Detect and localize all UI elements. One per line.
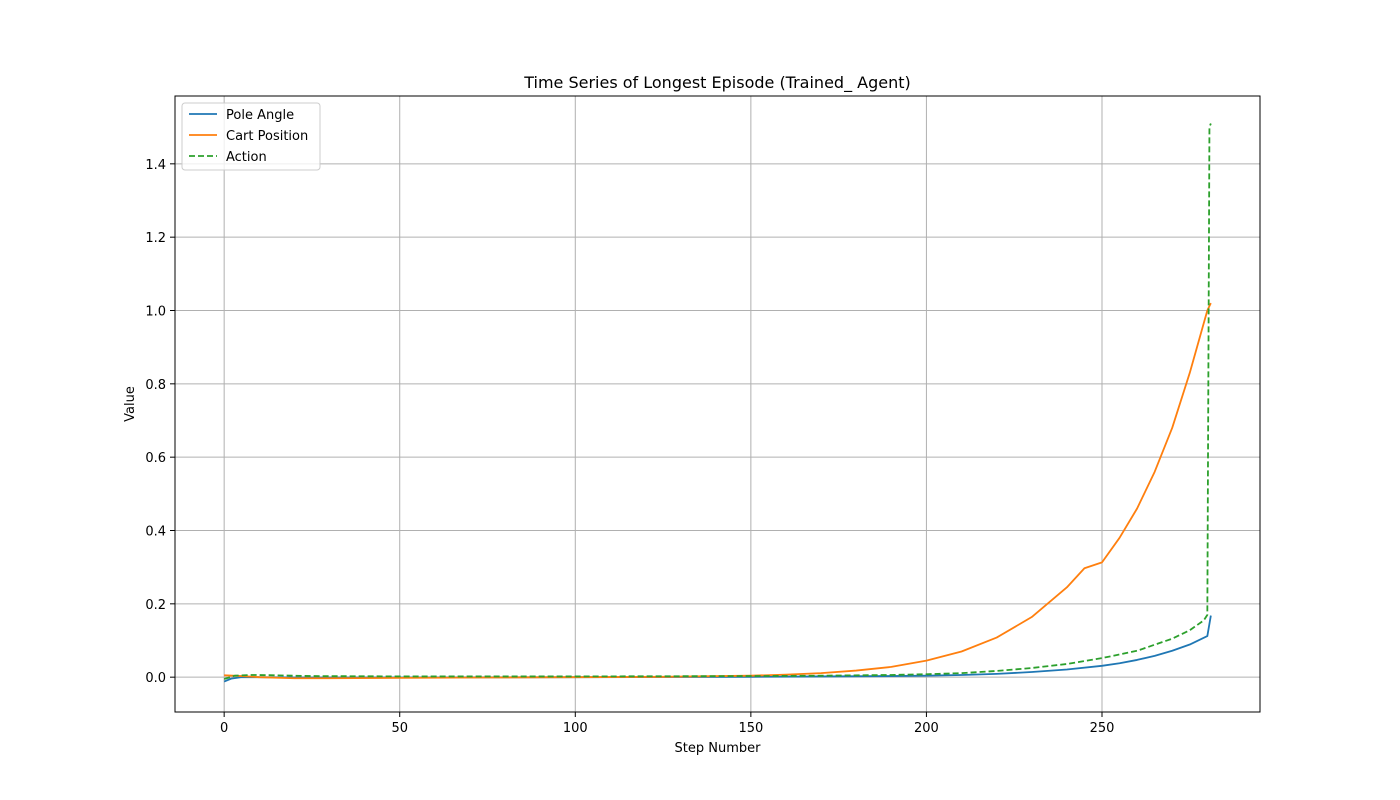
x-tick-label: 150 xyxy=(738,721,763,736)
y-axis-title: Value xyxy=(123,386,138,422)
chart-title: Time Series of Longest Episode (Trained_… xyxy=(523,73,911,93)
x-axis-title: Step Number xyxy=(675,741,762,756)
y-tick-label: 1.0 xyxy=(145,305,166,320)
x-tick-label: 200 xyxy=(914,721,939,736)
plot-frame xyxy=(174,95,1261,713)
grid xyxy=(175,96,1260,712)
legend-box xyxy=(181,102,321,171)
series-layer xyxy=(223,123,1212,683)
series-line-action xyxy=(223,123,1212,680)
x-tick-label: 250 xyxy=(1090,721,1115,736)
y-tick-label: 0.8 xyxy=(145,378,166,393)
legend-label-pole-angle: Pole Angle xyxy=(226,108,294,123)
y-tick-label: 0.0 xyxy=(145,671,166,686)
y-tick-label: 1.4 xyxy=(145,158,166,173)
x-tick-label: 50 xyxy=(391,721,408,736)
x-tick-label: 100 xyxy=(563,721,588,736)
legend: Pole Angle Cart Position Action xyxy=(181,102,321,171)
y-tick-label: 0.6 xyxy=(145,451,166,466)
ticks: 0 50 100 150 200 250 0.0 0.2 0.4 0.6 0.8 1.0 1.2 1.4 xyxy=(145,158,1114,736)
legend-label-action: Action xyxy=(226,150,267,165)
y-tick-label: 0.4 xyxy=(145,525,166,540)
y-tick-label: 1.2 xyxy=(145,231,166,246)
y-tick-label: 0.2 xyxy=(145,598,166,613)
legend-label-cart-position: Cart Position xyxy=(226,129,308,144)
series-line-cart-position xyxy=(224,302,1212,680)
plot-area xyxy=(175,96,1260,712)
x-tick-label: 0 xyxy=(220,721,228,736)
